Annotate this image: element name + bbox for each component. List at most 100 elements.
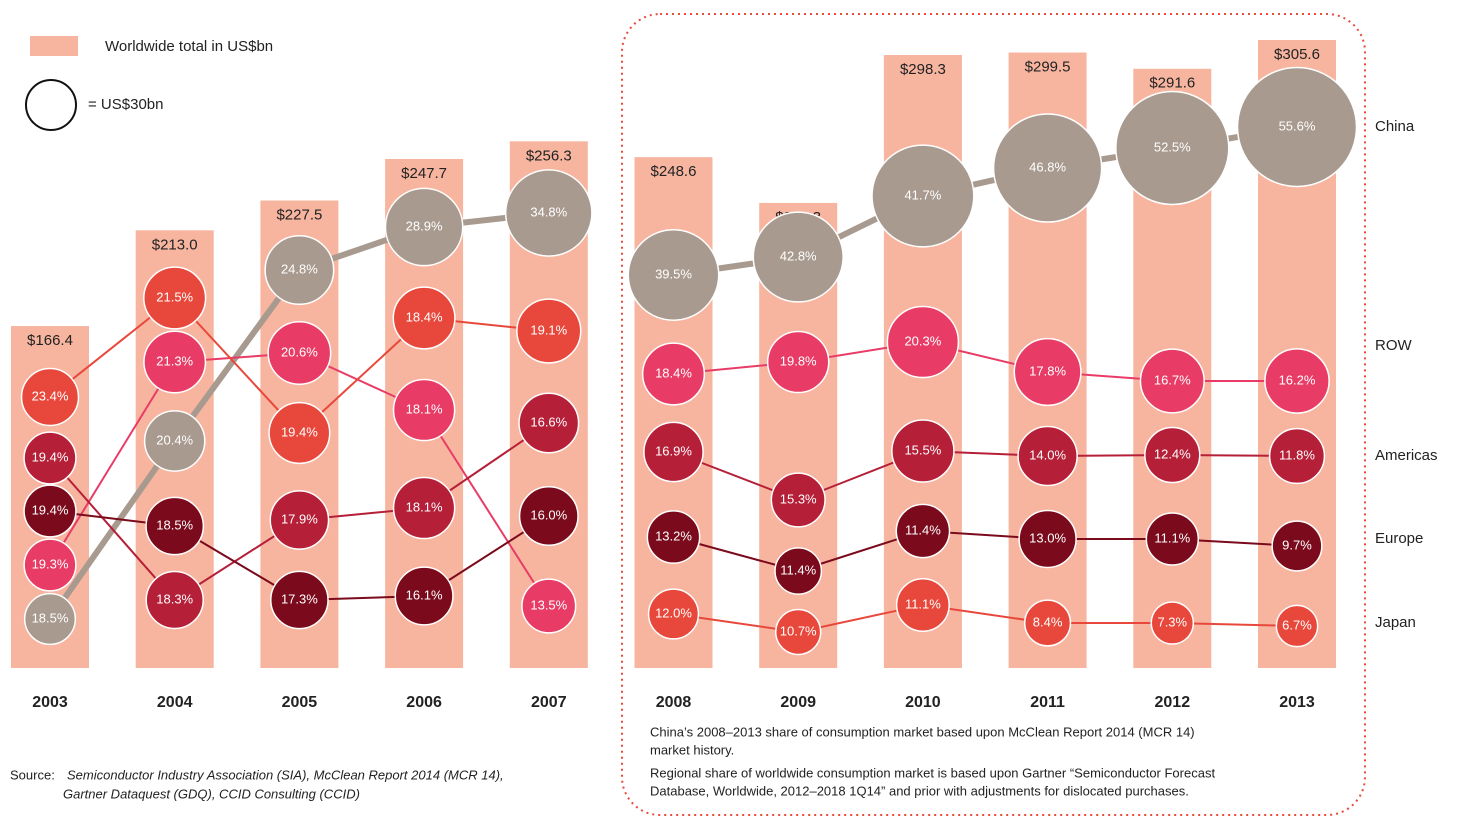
legend-circle	[25, 79, 77, 131]
bubble	[267, 321, 332, 385]
series-name: Japan	[1375, 614, 1416, 631]
bubble	[1017, 425, 1078, 487]
bubble	[774, 547, 823, 595]
bubble-label: 16.6%	[530, 414, 567, 429]
x-tick-label: 2009	[780, 694, 816, 711]
bubble-label: 11.4%	[780, 562, 816, 577]
bubble-label: 11.8%	[1279, 447, 1315, 462]
bubble	[1268, 427, 1326, 485]
bar-value-label: $166.4	[27, 332, 73, 349]
bubble	[641, 342, 706, 406]
bubble-label: 17.8%	[1029, 363, 1066, 378]
bubble-label: 16.2%	[1279, 372, 1316, 387]
bubble-label: 24.8%	[281, 261, 318, 276]
x-tick-label: 2012	[1155, 694, 1191, 711]
bubble-label: 17.9%	[281, 511, 318, 526]
bubble	[521, 578, 577, 634]
bubble-label: 20.4%	[156, 432, 193, 447]
bubble	[23, 538, 77, 592]
note-text: Database, Worldwide, 2012–2018 1Q14” and…	[650, 783, 1189, 798]
note-text: Regional share of worldwide consumption …	[650, 765, 1215, 780]
series-name: ROW	[1375, 337, 1413, 354]
bubble	[143, 330, 207, 394]
bubble	[647, 588, 700, 640]
bar-value-label: $299.5	[1025, 59, 1071, 76]
x-tick-label: 2013	[1279, 694, 1315, 711]
bar-value-label: $213.0	[152, 236, 198, 253]
bubble-label: 19.4%	[32, 502, 69, 517]
bubble-label: 52.5%	[1154, 139, 1191, 154]
bar-value-label: $227.5	[276, 206, 322, 223]
bubble-label: 18.5%	[32, 610, 69, 625]
bubble-label: 15.5%	[904, 442, 941, 457]
series-line	[172, 268, 302, 443]
bubble-label: 14.0%	[1029, 447, 1066, 462]
bubble-label: 19.1%	[530, 322, 567, 337]
bubble-label: 23.4%	[32, 388, 69, 403]
bubble	[1271, 520, 1323, 572]
x-tick-label: 2004	[157, 694, 193, 711]
bar-value-label: $248.6	[651, 163, 697, 180]
bubble	[23, 431, 77, 485]
series-name: Europe	[1375, 530, 1423, 547]
bubble-label: 19.8%	[780, 353, 817, 368]
bubble	[1275, 604, 1319, 648]
bubble-label: 19.4%	[281, 424, 318, 439]
x-tick-label: 2011	[1030, 694, 1065, 711]
x-tick-label: 2006	[406, 694, 442, 711]
bubble	[392, 378, 456, 442]
bubble	[518, 486, 579, 546]
legend-bar-swatch	[30, 36, 78, 56]
bubble-label: 12.0%	[655, 605, 692, 620]
bubble-label: 34.8%	[530, 204, 567, 219]
bubble	[1144, 426, 1201, 484]
bubble-label: 20.6%	[281, 344, 318, 359]
bubble-label: 16.7%	[1154, 372, 1191, 387]
bubble-label: 11.1%	[1154, 530, 1190, 545]
bubble	[392, 286, 456, 350]
bubble	[895, 577, 950, 633]
bubble-label: 18.1%	[406, 499, 443, 514]
bubble	[895, 503, 951, 559]
bubble	[992, 113, 1103, 223]
x-tick-label: 2003	[32, 694, 68, 711]
bubble-label: 21.5%	[156, 289, 193, 304]
bubble	[145, 496, 205, 556]
bubble	[1139, 348, 1205, 414]
bubble	[1023, 599, 1072, 647]
bubble-label: 11.1%	[905, 596, 941, 611]
bubble	[264, 234, 335, 306]
bubble-label: 18.4%	[406, 309, 443, 324]
bubble	[646, 510, 701, 564]
bubble	[394, 566, 454, 626]
bubble	[1236, 66, 1358, 188]
bubble-label: 6.7%	[1282, 617, 1312, 632]
source-text: Semiconductor Industry Association (SIA)…	[67, 767, 504, 782]
x-tick-label: 2010	[905, 694, 941, 711]
x-tick-label: 2005	[282, 694, 318, 711]
bubble-label: 46.8%	[1029, 159, 1066, 174]
bubble	[1150, 601, 1195, 645]
bubble	[384, 187, 464, 267]
bubble-label: 10.7%	[780, 623, 817, 638]
x-tick-label: 2008	[656, 694, 692, 711]
bubble	[886, 305, 960, 379]
bubble	[504, 169, 593, 257]
bubble	[643, 421, 704, 483]
bar-value-label: $247.7	[401, 165, 447, 182]
bubble	[1018, 509, 1077, 569]
bubble-label: 28.9%	[406, 218, 443, 233]
source-prefix: Source:	[10, 767, 55, 782]
bubble-label: 19.3%	[32, 556, 69, 571]
bubble-label: 39.5%	[655, 266, 692, 281]
bar-value-label: $305.6	[1274, 46, 1320, 63]
bubble	[1145, 512, 1200, 566]
bubble	[269, 490, 330, 550]
bar-value-label: $256.3	[526, 147, 572, 164]
series-line	[49, 361, 176, 566]
bubble-label: 12.4%	[1154, 446, 1191, 461]
bubble-label: 15.3%	[780, 491, 817, 506]
bubble	[766, 330, 830, 394]
bubble-label: 41.7%	[904, 187, 941, 202]
bubble	[143, 266, 207, 330]
